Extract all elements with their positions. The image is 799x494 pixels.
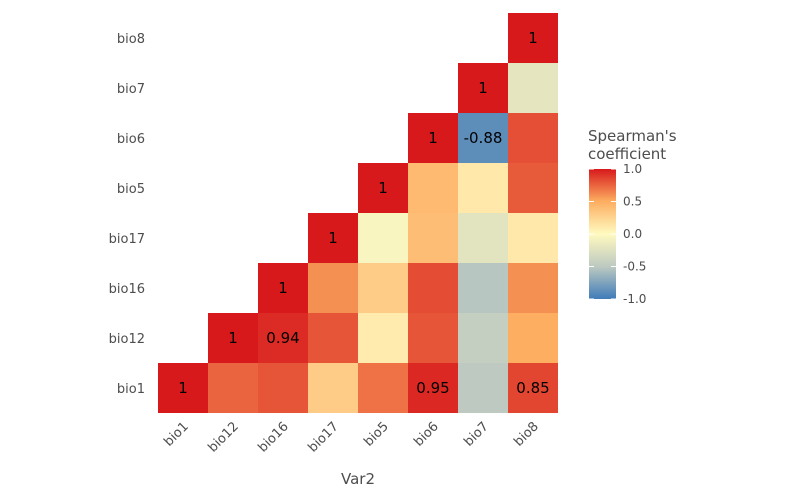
legend-tick-label: -0.5 [623, 260, 646, 274]
cell-bio8-bio5 [508, 163, 558, 213]
cell-bio5-bio5 [358, 163, 408, 213]
cell-bio7-bio16 [458, 263, 508, 313]
cell-label-bio8-bio1: 0.85 [516, 379, 549, 397]
cell-bio7-bio7 [458, 63, 508, 113]
cell-bio6-bio17 [408, 213, 458, 263]
y-tick-bio7: bio7 [117, 82, 145, 97]
legend-title-line1: Spearman's [588, 127, 677, 145]
cell-bio7-bio17 [458, 213, 508, 263]
cell-label-bio7-bio7: 1 [478, 79, 488, 97]
cell-bio6-bio6 [408, 113, 458, 163]
y-tick-bio12: bio12 [109, 332, 145, 347]
cell-label-bio17-bio17: 1 [328, 229, 338, 247]
x-tick-bio17: bio17 [306, 419, 342, 455]
legend-tick-label: -1.0 [623, 292, 646, 306]
cell-bio16-bio16 [258, 263, 308, 313]
cell-label-bio12-bio12: 1 [228, 329, 238, 347]
legend-ticks: 1.0 0.5 0.0 -0.5 -1.0 [589, 162, 646, 306]
cell-bio17-bio17 [308, 213, 358, 263]
cell-bio7-bio5 [458, 163, 508, 213]
heatmap-cell-labels: 1 0.95 0.85 1 0.94 1 1 1 1 -0.88 1 1 [178, 29, 549, 397]
cell-bio17-bio16 [308, 263, 358, 313]
y-tick-bio6: bio6 [117, 132, 145, 147]
cell-bio8-bio8 [508, 13, 558, 63]
cell-bio8-bio7 [508, 63, 558, 113]
legend-tick-label: 0.5 [623, 195, 642, 209]
cell-bio8-bio12 [508, 313, 558, 363]
cell-label-bio16-bio12: 0.94 [266, 329, 299, 347]
cell-label-bio1-bio1: 1 [178, 379, 188, 397]
x-axis-ticks: bio1 bio12 bio16 bio17 bio5 bio6 bio7 bio8 [161, 419, 541, 455]
cell-bio17-bio1 [308, 363, 358, 413]
legend-title-line2: coefficient [588, 145, 666, 163]
cell-bio8-bio6 [508, 113, 558, 163]
x-tick-bio16: bio16 [256, 419, 292, 455]
cell-bio7-bio12 [458, 313, 508, 363]
y-tick-bio8: bio8 [117, 32, 145, 47]
x-tick-bio5: bio5 [361, 419, 391, 449]
cell-bio5-bio17 [358, 213, 408, 263]
x-tick-bio6: bio6 [411, 419, 441, 449]
cell-bio7-bio6 [458, 113, 508, 163]
cell-bio5-bio1 [358, 363, 408, 413]
cell-label-bio8-bio8: 1 [528, 29, 538, 47]
cell-bio8-bio16 [508, 263, 558, 313]
x-axis-title: Var2 [341, 470, 375, 488]
cell-label-bio6-bio6: 1 [428, 129, 438, 147]
cell-bio6-bio16 [408, 263, 458, 313]
cell-bio1-bio1 [158, 363, 208, 413]
cell-label-bio5-bio5: 1 [378, 179, 388, 197]
cell-bio16-bio12 [258, 313, 308, 363]
legend: Spearman's coefficient 1.0 0.5 0.0 -0.5 -1.0 [588, 127, 677, 306]
cell-bio16-bio1 [258, 363, 308, 413]
cell-bio12-bio1 [208, 363, 258, 413]
cell-bio6-bio1 [408, 363, 458, 413]
cell-label-bio7-bio6: -0.88 [464, 129, 503, 147]
cell-bio8-bio1 [508, 363, 558, 413]
legend-tick-label: 1.0 [623, 162, 642, 176]
cell-bio5-bio12 [358, 313, 408, 363]
cell-bio6-bio12 [408, 313, 458, 363]
y-tick-bio17: bio17 [109, 232, 145, 247]
cell-bio6-bio5 [408, 163, 458, 213]
heatmap-cells [158, 13, 558, 413]
cell-bio5-bio16 [358, 263, 408, 313]
y-tick-bio1: bio1 [117, 382, 145, 397]
cell-label-bio16-bio16: 1 [278, 279, 288, 297]
cell-bio17-bio12 [308, 313, 358, 363]
y-axis-ticks: bio1 bio12 bio16 bio17 bio5 bio6 bio7 bio8 [109, 32, 145, 397]
x-tick-bio1: bio1 [161, 419, 191, 449]
cell-label-bio6-bio1: 0.95 [416, 379, 449, 397]
x-tick-bio8: bio8 [511, 419, 541, 449]
cell-bio7-bio1 [458, 363, 508, 413]
x-tick-bio7: bio7 [461, 419, 491, 449]
legend-tick-label: 0.0 [623, 227, 642, 241]
cell-bio12-bio12 [208, 313, 258, 363]
y-tick-bio16: bio16 [109, 282, 145, 297]
x-tick-bio12: bio12 [206, 419, 242, 455]
cell-bio8-bio17 [508, 213, 558, 263]
y-tick-bio5: bio5 [117, 182, 145, 197]
